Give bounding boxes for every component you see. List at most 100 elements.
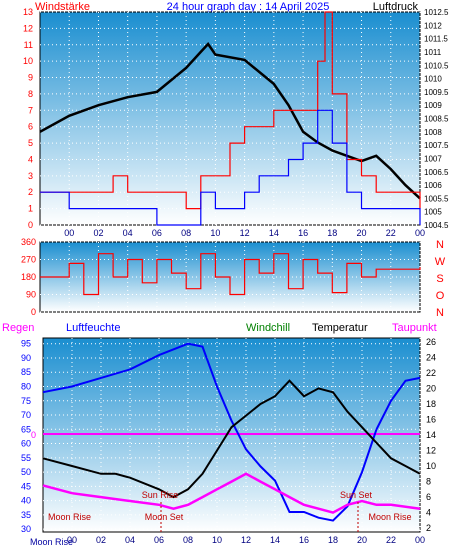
direction-tick-label: 270: [21, 255, 36, 265]
time-tick-label: 20: [357, 535, 367, 545]
time-tick-label: 02: [96, 535, 106, 545]
temperature-tick-label: 12: [426, 446, 436, 456]
direction-tick-label: 360: [21, 237, 36, 247]
temperature-tick-label: 26: [426, 337, 436, 347]
time-tick-label: 00: [415, 535, 425, 545]
time-tick-label: 16: [298, 228, 308, 238]
direction-tick-label: 180: [21, 272, 36, 282]
wind-axis-title: Windstärke: [35, 1, 90, 13]
direction-letter: O: [436, 290, 445, 302]
rain-zero-label: 0: [31, 430, 36, 440]
wind-tick-label: 4: [28, 154, 33, 164]
pressure-line: [39, 42, 421, 200]
time-tick-label: 00: [64, 228, 74, 238]
wind-tick-label: 6: [28, 122, 33, 132]
wind-tick-label: 5: [28, 138, 33, 148]
pressure-tick-label: 1009.5: [424, 88, 449, 97]
time-tick-label: 12: [241, 535, 251, 545]
time-tick-label: 16: [299, 535, 309, 545]
direction-line: [40, 253, 421, 296]
time-tick-label: 06: [152, 228, 162, 238]
pressure-tick-label: 1004.5: [424, 221, 449, 230]
humidity-tick-label: 85: [21, 367, 31, 377]
legend-rain: Regen: [2, 322, 34, 334]
temperature-tick-label: 16: [426, 414, 436, 424]
temperature-tick-label: 14: [426, 430, 436, 440]
moon-rise-footer: Moon Rise: [30, 537, 73, 547]
pressure-tick-label: 1006.5: [424, 168, 449, 177]
humidity-tick-label: 75: [21, 396, 31, 406]
pressure-tick-label: 1008.5: [424, 115, 449, 124]
wind-tick-label: 11: [24, 40, 33, 50]
time-tick-label: 10: [212, 535, 222, 545]
wind-tick-label: 13: [23, 7, 33, 17]
time-tick-label: 08: [181, 228, 191, 238]
humidity-tick-label: 60: [21, 439, 31, 449]
chart-title: 24 hour graph day : 14 April 2025: [167, 1, 330, 13]
temperature-tick-label: 2: [426, 523, 431, 533]
direction-letter: S: [436, 273, 443, 285]
direction-tick-label: 0: [31, 307, 36, 317]
temperature-tick-label: 10: [426, 461, 436, 471]
pressure-tick-label: 1010.5: [424, 61, 449, 70]
pressure-axis-ticks: 1004.5 1005 1005.5 1006 1006.5 1007 1007.5 1008…: [424, 8, 449, 230]
temperature-tick-label: 22: [426, 368, 436, 378]
wind-tick-label: 3: [28, 171, 33, 181]
panel-direction-grid: [40, 241, 421, 313]
time-tick-label: 02: [93, 228, 103, 238]
wind-tick-label: 2: [28, 187, 33, 197]
panel-temperature-humidity-time-ticks: 00 02 04 06 08 10 12 14 16 18 20 22 00: [67, 535, 425, 545]
wind-tick-label: 8: [28, 89, 33, 99]
direction-axis-ticks: 0 90 180 270 360: [21, 237, 36, 317]
humidity-tick-label: 50: [21, 467, 31, 477]
legend-humidity: Luftfeuchte: [66, 322, 120, 334]
wind-tick-label: 0: [28, 220, 33, 230]
humidity-tick-label: 80: [21, 382, 31, 392]
moon-rise-label-left: Moon Rise: [48, 512, 91, 522]
panel-wind-pressure-bg: [39, 11, 421, 226]
temperature-line: [42, 379, 421, 499]
pressure-tick-label: 1005.5: [424, 194, 449, 203]
time-tick-label: 06: [154, 535, 164, 545]
humidity-tick-label: 45: [21, 481, 31, 491]
time-tick-label: 22: [386, 228, 396, 238]
temperature-tick-label: 20: [426, 383, 436, 393]
time-tick-label: 14: [270, 535, 280, 545]
humidity-tick-label: 95: [21, 339, 31, 349]
direction-letter: N: [436, 239, 444, 251]
direction-letter: W: [435, 256, 446, 268]
time-tick-label: 12: [240, 228, 250, 238]
pressure-tick-label: 1005: [424, 208, 442, 217]
pressure-tick-label: 1007: [424, 154, 442, 163]
temperature-tick-label: 8: [426, 477, 431, 487]
pressure-tick-label: 1007.5: [424, 141, 449, 150]
pressure-tick-label: 1010: [424, 75, 442, 84]
wind-tick-label: 7: [28, 105, 33, 115]
legend-dewpoint: Taupunkt: [392, 322, 437, 334]
time-tick-label: 04: [125, 535, 135, 545]
time-tick-label: 00: [67, 535, 77, 545]
humidity-tick-label: 90: [21, 353, 31, 363]
humidity-tick-label: 70: [21, 410, 31, 420]
wind-tick-label: 10: [23, 56, 33, 66]
humidity-tick-label: 35: [21, 510, 31, 520]
pressure-tick-label: 1009: [424, 101, 442, 110]
pressure-tick-label: 1012: [424, 21, 442, 30]
temperature-tick-label: 18: [426, 399, 436, 409]
humidity-axis-ticks: 30 35 40 45 50 55 60 65 70 75 80 85 90 95: [21, 339, 31, 534]
humidity-line: [42, 342, 421, 522]
pressure-tick-label: 1012.5: [424, 8, 449, 17]
direction-letter: N: [436, 307, 444, 319]
wind-tick-label: 9: [28, 73, 33, 83]
temperature-tick-label: 24: [426, 352, 436, 362]
pressure-tick-label: 1011: [424, 48, 442, 57]
humidity-tick-label: 55: [21, 453, 31, 463]
wind_speed-line: [40, 11, 421, 210]
moon-set-label: Moon Set: [145, 512, 184, 522]
time-tick-label: 20: [357, 228, 367, 238]
direction-tick-label: 90: [26, 290, 36, 300]
moon-rise-label-right: Moon Rise: [368, 512, 411, 522]
